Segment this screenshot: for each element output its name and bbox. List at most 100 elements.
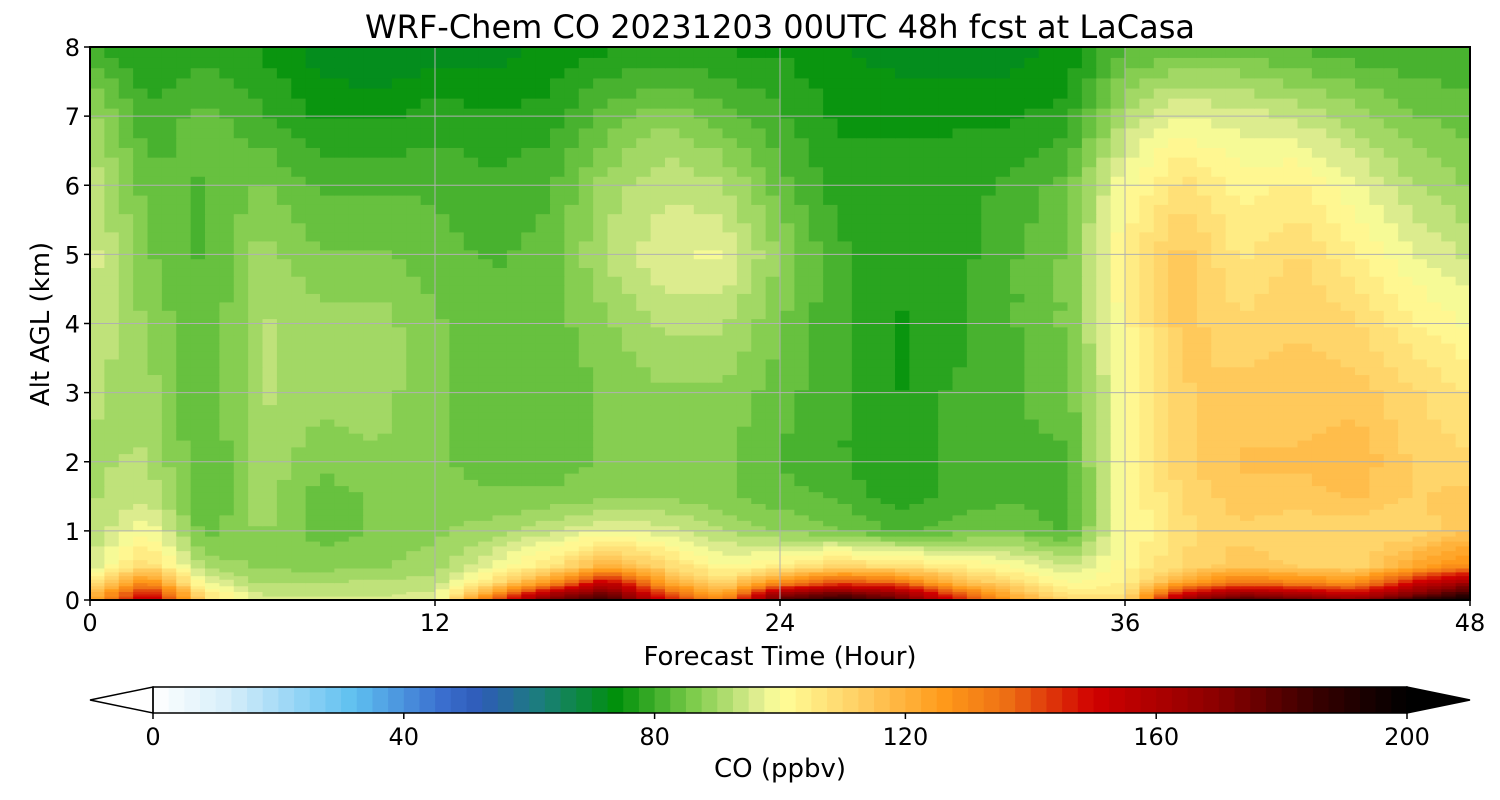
heatmap-cell [1383, 559, 1399, 565]
heatmap-cell [923, 530, 939, 537]
heatmap-cell [708, 342, 724, 352]
heatmap-cell [1311, 503, 1327, 510]
heatmap-cell [1196, 530, 1212, 537]
heatmap-cell [233, 350, 249, 360]
heatmap-cell [133, 418, 149, 427]
heatmap-cell [751, 350, 767, 360]
heatmap-cell [1426, 342, 1442, 352]
heatmap-cell [262, 563, 278, 569]
heatmap-cell [550, 350, 565, 360]
heatmap-cell [233, 397, 249, 406]
heatmap-cell [808, 563, 824, 569]
heatmap-cell [1311, 439, 1327, 448]
heatmap-cell [276, 326, 292, 336]
heatmap-cell [693, 404, 709, 413]
heatmap-cell [736, 530, 752, 537]
heatmap-cell [866, 350, 882, 360]
heatmap-cell [1153, 591, 1169, 595]
heatmap-cell [1455, 433, 1471, 441]
heatmap-cell [909, 446, 925, 455]
heatmap-cell [262, 473, 278, 480]
heatmap-cell [736, 597, 752, 600]
heatmap-cell [463, 567, 479, 573]
heatmap-cell [1369, 382, 1385, 391]
heatmap-cell [406, 439, 422, 448]
heatmap-cell [248, 567, 264, 573]
heatmap-cell [449, 433, 465, 441]
heatmap-cell [449, 550, 465, 556]
heatmap-cell [607, 530, 623, 537]
heatmap-cell [1283, 466, 1299, 474]
heatmap-cell [406, 397, 422, 406]
heatmap-cell [1268, 555, 1284, 561]
heatmap-cell [1153, 525, 1169, 532]
heatmap-cell [248, 582, 264, 587]
heatmap-cell [866, 567, 882, 573]
heatmap-cell [794, 563, 810, 569]
heatmap-cell [650, 514, 666, 521]
heatmap-cell [478, 597, 494, 600]
heatmap-cell [1254, 466, 1270, 474]
heatmap-cell [851, 563, 867, 569]
heatmap-cell [693, 397, 709, 406]
heatmap-cell [90, 453, 105, 461]
heatmap-cell [780, 567, 795, 573]
heatmap-cell [895, 397, 910, 406]
heatmap-cell [607, 418, 623, 427]
heatmap-cell [233, 418, 249, 427]
heatmap-cell [176, 559, 192, 565]
heatmap-cell [938, 509, 954, 516]
heatmap-cell [391, 571, 407, 577]
heatmap-cell [262, 585, 278, 590]
heatmap-cell [665, 595, 680, 599]
heatmap-cell [751, 497, 767, 504]
heatmap-cell [1240, 366, 1255, 376]
heatmap-cell [248, 520, 264, 527]
heatmap-cell [1196, 366, 1212, 376]
heatmap-cell [435, 411, 450, 420]
heatmap-cell [406, 597, 422, 600]
heatmap-cell [1168, 540, 1184, 547]
heatmap-cell [1326, 555, 1342, 561]
heatmap-cell [794, 326, 810, 336]
heatmap-cell [1168, 366, 1184, 376]
heatmap-cell [1096, 358, 1112, 368]
heatmap-cell [377, 342, 393, 352]
heatmap-cell [535, 545, 551, 552]
heatmap-cell [276, 318, 292, 328]
heatmap-cell [535, 382, 551, 391]
heatmap-cell [147, 591, 163, 595]
heatmap-cell [837, 588, 853, 592]
heatmap-cell [1096, 595, 1112, 599]
heatmap-cell [478, 460, 494, 468]
heatmap-cell [1153, 433, 1169, 441]
heatmap-cell [492, 404, 508, 413]
heatmap-cell [995, 433, 1011, 441]
heatmap-cell [1369, 588, 1385, 592]
heatmap-cell [780, 389, 795, 398]
heatmap-cell [550, 540, 565, 547]
heatmap-cell [895, 318, 910, 328]
heatmap-cell [938, 439, 954, 448]
heatmap-cell [1211, 350, 1227, 360]
heatmap-cell [478, 473, 494, 480]
heatmap-cell [348, 535, 364, 542]
heatmap-cell [205, 597, 220, 600]
heatmap-cell [1398, 559, 1414, 565]
heatmap-cell [205, 397, 220, 406]
heatmap-cell [895, 514, 910, 521]
heatmap-cell [248, 326, 264, 336]
heatmap-cell [262, 358, 278, 368]
heatmap-cell [851, 540, 867, 547]
heatmap-cell [981, 453, 997, 461]
heatmap-cell [478, 585, 494, 590]
heatmap-cell [780, 497, 795, 504]
heatmap-cell [1283, 575, 1299, 580]
heatmap-cell [923, 588, 939, 592]
heatmap-cell [320, 374, 335, 383]
heatmap-cell [248, 509, 264, 516]
heatmap-cell [147, 318, 163, 328]
heatmap-cell [1139, 446, 1155, 455]
heatmap-cell [1139, 497, 1155, 504]
heatmap-cell [1196, 575, 1212, 580]
